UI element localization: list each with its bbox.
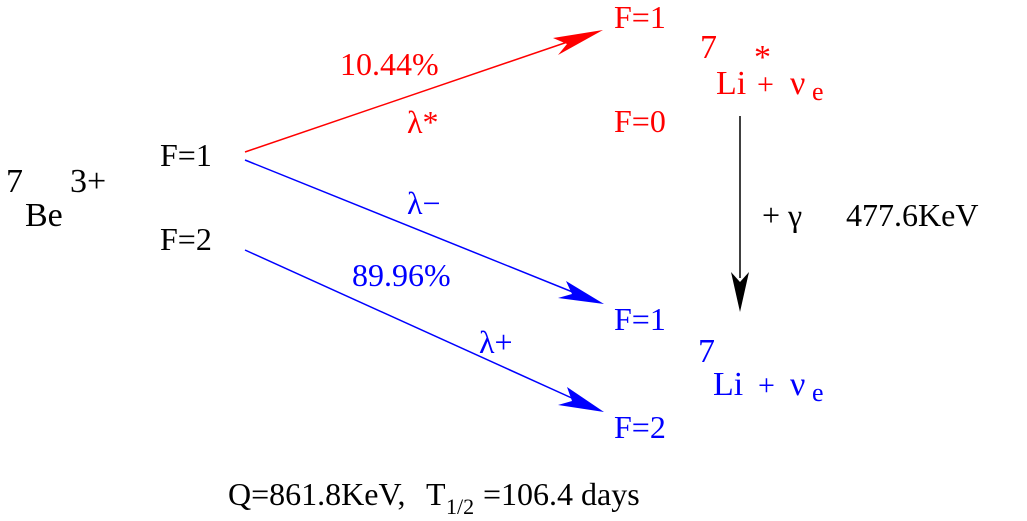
li-ground-level-f1: F=1 xyxy=(614,301,666,337)
half-life-subscript: 1/2 xyxy=(446,494,474,519)
lambda-star-branching: 10.44% xyxy=(340,46,439,82)
li-ground-neutrino: ν xyxy=(790,366,805,403)
lambda-minus-label: λ− xyxy=(407,185,441,221)
be-level-f2: F=2 xyxy=(160,221,212,257)
li-ground-symbol: Li xyxy=(713,366,743,403)
li-excited-plus: + xyxy=(757,68,774,101)
li-excited-neutrino: ν xyxy=(790,65,805,102)
transition-lambda-minus-line xyxy=(244,159,586,298)
transition-lambda-plus-arrowhead xyxy=(558,387,604,412)
be-level-f1: F=1 xyxy=(160,137,212,173)
gamma-label: + γ xyxy=(762,197,802,233)
parent-nucleus-label: 7 Be 3+ xyxy=(6,163,106,234)
li-excited-label: 7 Li * + ν e xyxy=(700,29,824,106)
li-ground-mass-number: 7 xyxy=(698,333,715,370)
lambda-star-label: λ* xyxy=(407,104,439,140)
li-ground-neutrino-sub: e xyxy=(812,378,824,407)
lambda-plus-branching: 89.96% xyxy=(352,257,451,293)
li-ground-level-f2: F=2 xyxy=(614,409,666,445)
li-ground-label: 7 Li + ν e xyxy=(698,333,824,407)
li-ground-plus: + xyxy=(758,369,775,402)
be-mass-number: 7 xyxy=(6,163,23,200)
li-excited-level-f1: F=1 xyxy=(614,0,666,35)
lambda-plus-label: λ+ xyxy=(479,324,513,360)
gamma-arrowhead xyxy=(731,272,749,312)
transition-lambda-star-arrowhead xyxy=(553,30,603,55)
li-excited-neutrino-sub: e xyxy=(812,77,824,106)
li-excited-mass-number: 7 xyxy=(700,29,717,66)
half-life-symbol: T xyxy=(426,476,446,512)
li-excited-star: * xyxy=(754,39,771,76)
transition-lambda-minus-arrowhead xyxy=(558,281,604,304)
li-excited-symbol: Li xyxy=(716,65,746,102)
q-value: Q=861.8KeV, xyxy=(228,476,405,512)
half-life-value: =106.4 days xyxy=(483,476,640,512)
transition-lambda-plus-line xyxy=(244,249,586,405)
be-symbol: Be xyxy=(25,197,63,234)
decay-summary: Q=861.8KeV, T 1/2 =106.4 days xyxy=(228,476,640,519)
gamma-energy: 477.6KeV xyxy=(846,197,978,233)
li-excited-level-f0: F=0 xyxy=(614,103,666,139)
transition-lambda-star-line xyxy=(244,34,589,153)
be-charge: 3+ xyxy=(70,163,106,200)
